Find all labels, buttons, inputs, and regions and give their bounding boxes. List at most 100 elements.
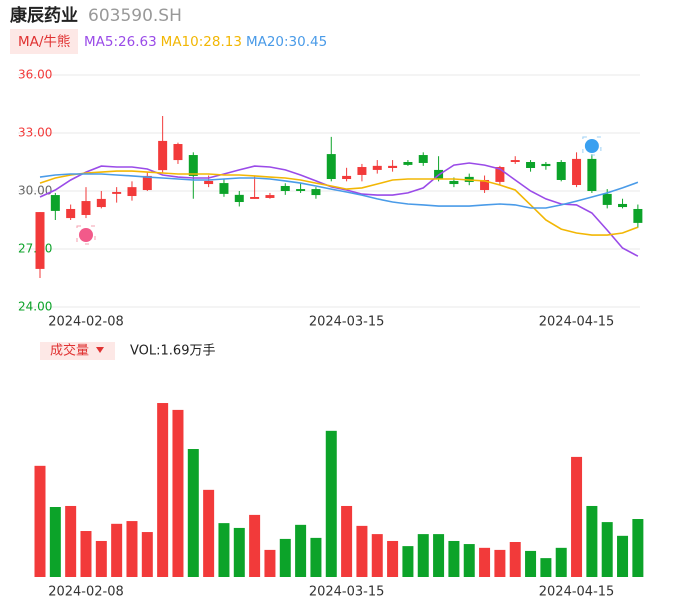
candle-body — [618, 203, 628, 208]
candle-body — [280, 185, 290, 191]
y-tick-label: 24.00 — [18, 300, 52, 314]
volume-bar — [555, 547, 567, 577]
y-tick-label: 33.00 — [18, 126, 52, 140]
candle-body — [572, 158, 582, 186]
volume-bar — [80, 531, 92, 577]
ma-line — [39, 162, 639, 257]
volume-bar — [264, 549, 276, 577]
candle-body — [403, 162, 413, 165]
candle-body — [173, 144, 183, 161]
legend-entry: MA20:30.45 — [246, 34, 327, 50]
indicator-badge[interactable] — [10, 29, 78, 54]
indicator-label[interactable]: MA/牛熊 — [18, 34, 70, 50]
x-tick-label: 2024-04-15 — [539, 315, 615, 330]
candle-body — [50, 195, 60, 211]
stock-code: 603590.SH — [88, 6, 182, 26]
candle-body — [326, 154, 336, 180]
x-tick-label: 2024-03-15 — [309, 315, 385, 330]
volume-bar — [187, 449, 199, 577]
volume-bar — [402, 546, 414, 577]
y-tick-label: 36.00 — [18, 68, 52, 82]
y-tick-label: 27.00 — [18, 242, 52, 256]
volume-bar — [49, 507, 61, 577]
candle-body — [112, 191, 122, 194]
dropdown-arrow[interactable] — [96, 347, 104, 353]
bull-icon — [78, 228, 93, 242]
candle-body — [250, 196, 260, 199]
volume-bar — [341, 505, 353, 577]
candle-body — [541, 163, 551, 167]
candle-body — [35, 212, 45, 269]
candle-body — [188, 155, 198, 176]
bear-badge — [582, 136, 602, 156]
volume-bar — [448, 540, 460, 577]
volume-bar — [126, 521, 138, 577]
volume-bar — [586, 505, 598, 577]
candle-body — [633, 208, 643, 223]
volume-bar — [218, 523, 230, 577]
volume-bar — [433, 534, 445, 577]
candle-body — [449, 180, 459, 185]
x-tick-label: 2024-02-08 — [48, 585, 124, 600]
volume-bar — [571, 456, 583, 577]
volume-bar — [525, 550, 537, 577]
stock-name: 康辰药业 — [10, 5, 78, 26]
volume-bar — [387, 540, 399, 577]
volume-bar — [540, 558, 552, 577]
candle-body — [142, 175, 152, 191]
candle-body — [587, 158, 597, 191]
y-tick-label: 30.00 — [18, 184, 52, 198]
candle-body — [219, 183, 229, 194]
candle-body — [66, 208, 76, 219]
volume-bar — [417, 534, 429, 577]
volume-bar — [371, 534, 383, 577]
legend-entry: MA5:26.63 — [84, 34, 157, 50]
volume-bar — [601, 522, 613, 577]
volume-bar — [463, 544, 475, 577]
x-tick-label: 2024-04-15 — [539, 585, 615, 600]
volume-bar — [509, 542, 521, 577]
volume-bar — [172, 409, 184, 577]
candle-body — [311, 189, 321, 196]
legend-entry: MA10:28.13 — [161, 34, 242, 50]
volume-bar — [494, 549, 506, 577]
volume-bar — [479, 547, 491, 577]
candle-body — [495, 167, 505, 182]
volume-legend: VOL:1.69万手 — [130, 344, 215, 359]
candle-body — [96, 198, 106, 208]
candle-body — [388, 165, 398, 168]
volume-bar — [249, 514, 261, 577]
volume-bar — [617, 535, 629, 577]
candle-body — [127, 187, 137, 197]
volume-bar — [356, 525, 368, 577]
volume-bar — [310, 537, 322, 577]
candle-body — [602, 193, 612, 205]
volume-bar — [325, 430, 337, 577]
x-tick-label: 2024-03-15 — [309, 585, 385, 600]
candle-body — [510, 160, 520, 162]
volume-bar — [95, 540, 107, 577]
candle-body — [357, 167, 367, 175]
volume-bar — [233, 527, 245, 577]
candle-body — [81, 201, 91, 215]
candle-body — [480, 179, 490, 191]
volume-bar — [157, 403, 169, 577]
candle-body — [526, 162, 536, 168]
candle-body — [296, 189, 306, 191]
x-tick-label: 2024-02-08 — [48, 315, 124, 330]
candle-body — [234, 194, 244, 203]
volume-badge[interactable] — [40, 342, 115, 360]
volume-bar — [203, 489, 215, 577]
volume-bar — [141, 532, 153, 577]
candle-body — [372, 165, 382, 170]
candle-body — [158, 140, 168, 171]
ma-line — [39, 170, 639, 236]
volume-bar — [111, 523, 123, 577]
candle-body — [556, 162, 566, 180]
candle-body — [265, 195, 275, 198]
volume-bar — [632, 519, 644, 577]
volume-title[interactable]: 成交量 — [50, 343, 89, 359]
ma-line — [39, 173, 639, 209]
volume-bar — [279, 538, 291, 577]
candle-body — [418, 155, 428, 163]
